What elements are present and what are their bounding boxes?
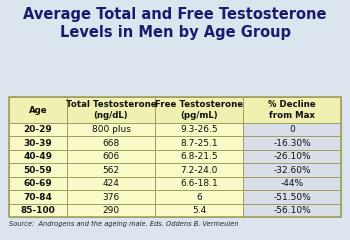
Bar xyxy=(243,190,341,204)
Bar xyxy=(155,150,243,163)
Text: 9.3-26.5: 9.3-26.5 xyxy=(180,125,218,134)
Text: 70-84: 70-84 xyxy=(23,192,52,202)
Bar xyxy=(67,204,155,217)
Bar xyxy=(155,177,243,190)
Text: 800 plus: 800 plus xyxy=(92,125,131,134)
Bar xyxy=(243,177,341,190)
Bar xyxy=(243,150,341,163)
Text: Age: Age xyxy=(29,106,47,115)
Bar xyxy=(67,97,155,123)
Bar xyxy=(67,123,155,137)
Bar xyxy=(9,190,67,204)
Bar xyxy=(155,204,243,217)
Bar xyxy=(67,163,155,177)
Text: 7.2-24.0: 7.2-24.0 xyxy=(180,166,218,175)
Text: 85-100: 85-100 xyxy=(20,206,55,215)
Text: Total Testosterone
(ng/dL): Total Testosterone (ng/dL) xyxy=(66,100,156,120)
Text: 562: 562 xyxy=(103,166,120,175)
Text: -32.60%: -32.60% xyxy=(273,166,311,175)
Text: 606: 606 xyxy=(102,152,120,161)
Text: -56.10%: -56.10% xyxy=(273,206,311,215)
Bar xyxy=(243,123,341,137)
Bar xyxy=(67,190,155,204)
Text: 8.7-25.1: 8.7-25.1 xyxy=(180,139,218,148)
Text: -16.30%: -16.30% xyxy=(273,139,311,148)
Text: 668: 668 xyxy=(102,139,120,148)
Bar xyxy=(9,163,67,177)
Bar xyxy=(155,97,243,123)
Bar xyxy=(243,204,341,217)
Bar xyxy=(243,137,341,150)
Bar xyxy=(67,177,155,190)
Text: Source:  Androgens and the ageing male. Eds. Oddens B. Vermeulen: Source: Androgens and the ageing male. E… xyxy=(9,221,238,227)
Text: 40-49: 40-49 xyxy=(23,152,52,161)
Text: 376: 376 xyxy=(102,192,120,202)
Bar xyxy=(155,163,243,177)
Text: Average Total and Free Testosterone
Levels in Men by Age Group: Average Total and Free Testosterone Leve… xyxy=(23,7,327,40)
Text: 6.6-18.1: 6.6-18.1 xyxy=(180,179,218,188)
Text: 6: 6 xyxy=(196,192,202,202)
Text: % Decline
from Max: % Decline from Max xyxy=(268,100,316,120)
Text: 0: 0 xyxy=(289,125,295,134)
Bar xyxy=(9,137,67,150)
Bar xyxy=(155,190,243,204)
Text: 5.4: 5.4 xyxy=(192,206,206,215)
Bar xyxy=(9,97,67,123)
Bar xyxy=(9,177,67,190)
Text: 20-29: 20-29 xyxy=(23,125,52,134)
Text: Free Testosterone
(pg/mL): Free Testosterone (pg/mL) xyxy=(155,100,243,120)
Text: 424: 424 xyxy=(103,179,119,188)
Bar xyxy=(67,137,155,150)
Bar xyxy=(243,97,341,123)
Text: 290: 290 xyxy=(103,206,120,215)
Bar xyxy=(155,137,243,150)
Text: 50-59: 50-59 xyxy=(23,166,52,175)
Text: -51.50%: -51.50% xyxy=(273,192,311,202)
Text: -26.10%: -26.10% xyxy=(273,152,311,161)
Bar xyxy=(243,163,341,177)
Bar xyxy=(9,204,67,217)
Text: 60-69: 60-69 xyxy=(23,179,52,188)
Bar xyxy=(9,97,341,217)
Bar xyxy=(67,150,155,163)
Bar xyxy=(9,123,67,137)
Text: 30-39: 30-39 xyxy=(23,139,52,148)
Bar xyxy=(9,150,67,163)
Bar xyxy=(155,123,243,137)
Text: 6.8-21.5: 6.8-21.5 xyxy=(180,152,218,161)
Text: -44%: -44% xyxy=(281,179,304,188)
